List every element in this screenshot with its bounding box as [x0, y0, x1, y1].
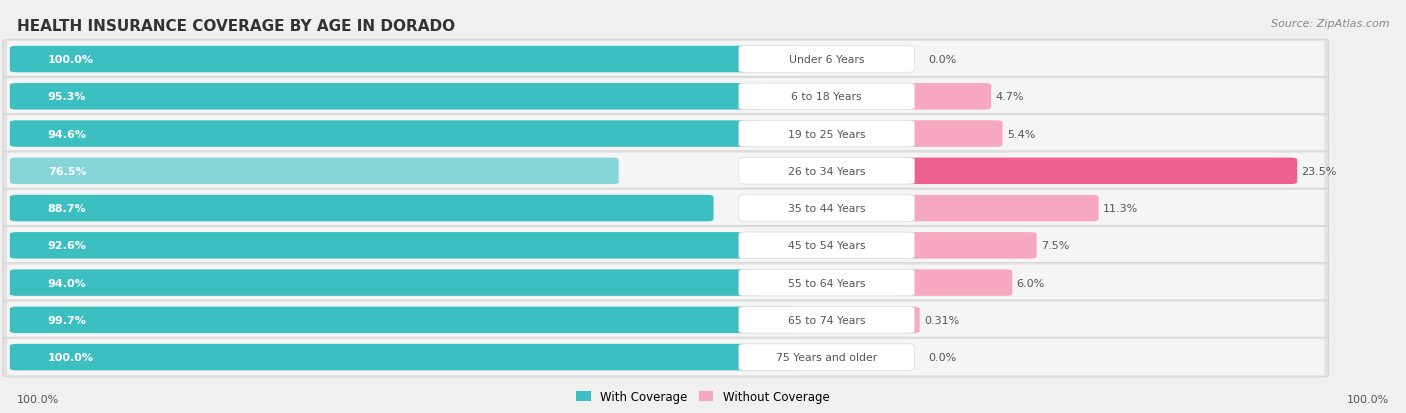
FancyBboxPatch shape — [10, 121, 759, 147]
FancyBboxPatch shape — [7, 42, 1324, 78]
FancyBboxPatch shape — [3, 189, 1329, 228]
FancyBboxPatch shape — [900, 195, 1098, 222]
FancyBboxPatch shape — [740, 84, 914, 110]
FancyBboxPatch shape — [900, 307, 920, 333]
FancyBboxPatch shape — [3, 263, 1329, 303]
FancyBboxPatch shape — [3, 300, 1329, 340]
FancyBboxPatch shape — [3, 40, 1329, 80]
Text: 11.3%: 11.3% — [1102, 204, 1137, 214]
FancyBboxPatch shape — [10, 233, 744, 259]
FancyBboxPatch shape — [10, 270, 755, 296]
FancyBboxPatch shape — [900, 84, 991, 110]
Text: 100.0%: 100.0% — [1347, 394, 1389, 404]
Text: 26 to 34 Years: 26 to 34 Years — [787, 166, 866, 176]
FancyBboxPatch shape — [10, 84, 765, 110]
Text: 94.0%: 94.0% — [48, 278, 87, 288]
Legend: With Coverage, Without Coverage: With Coverage, Without Coverage — [576, 390, 830, 403]
Text: 100.0%: 100.0% — [17, 394, 59, 404]
FancyBboxPatch shape — [10, 307, 799, 333]
FancyBboxPatch shape — [900, 158, 1298, 185]
Text: 100.0%: 100.0% — [48, 352, 94, 362]
FancyBboxPatch shape — [900, 121, 1002, 147]
FancyBboxPatch shape — [7, 302, 1324, 338]
FancyBboxPatch shape — [3, 114, 1329, 154]
FancyBboxPatch shape — [7, 79, 1324, 115]
FancyBboxPatch shape — [740, 158, 914, 185]
FancyBboxPatch shape — [740, 195, 914, 222]
Text: 0.0%: 0.0% — [929, 352, 957, 362]
Text: 35 to 44 Years: 35 to 44 Years — [787, 204, 866, 214]
Text: 55 to 64 Years: 55 to 64 Years — [787, 278, 866, 288]
Text: 19 to 25 Years: 19 to 25 Years — [787, 129, 866, 139]
FancyBboxPatch shape — [3, 152, 1329, 191]
FancyBboxPatch shape — [740, 47, 914, 73]
FancyBboxPatch shape — [3, 226, 1329, 266]
Text: 95.3%: 95.3% — [48, 92, 86, 102]
FancyBboxPatch shape — [7, 339, 1324, 375]
FancyBboxPatch shape — [900, 233, 1036, 259]
Text: 6.0%: 6.0% — [1017, 278, 1045, 288]
FancyBboxPatch shape — [7, 153, 1324, 190]
FancyBboxPatch shape — [740, 344, 914, 370]
Text: 45 to 54 Years: 45 to 54 Years — [787, 241, 866, 251]
Text: 88.7%: 88.7% — [48, 204, 86, 214]
FancyBboxPatch shape — [7, 116, 1324, 152]
Text: 4.7%: 4.7% — [995, 92, 1024, 102]
Text: 94.6%: 94.6% — [48, 129, 87, 139]
Text: 76.5%: 76.5% — [48, 166, 86, 176]
FancyBboxPatch shape — [740, 233, 914, 259]
FancyBboxPatch shape — [10, 47, 801, 73]
Text: 92.6%: 92.6% — [48, 241, 87, 251]
Text: 65 to 74 Years: 65 to 74 Years — [787, 315, 866, 325]
Text: 100.0%: 100.0% — [48, 55, 94, 65]
FancyBboxPatch shape — [740, 270, 914, 296]
FancyBboxPatch shape — [7, 190, 1324, 227]
Text: 0.31%: 0.31% — [924, 315, 959, 325]
FancyBboxPatch shape — [3, 77, 1329, 117]
Text: 7.5%: 7.5% — [1040, 241, 1070, 251]
Text: 99.7%: 99.7% — [48, 315, 87, 325]
FancyBboxPatch shape — [3, 337, 1329, 377]
FancyBboxPatch shape — [900, 270, 1012, 296]
FancyBboxPatch shape — [740, 121, 914, 147]
FancyBboxPatch shape — [7, 228, 1324, 264]
Text: HEALTH INSURANCE COVERAGE BY AGE IN DORADO: HEALTH INSURANCE COVERAGE BY AGE IN DORA… — [17, 19, 456, 33]
FancyBboxPatch shape — [740, 307, 914, 333]
Text: 5.4%: 5.4% — [1007, 129, 1035, 139]
FancyBboxPatch shape — [7, 265, 1324, 301]
Text: 0.0%: 0.0% — [929, 55, 957, 65]
Text: 23.5%: 23.5% — [1302, 166, 1337, 176]
FancyBboxPatch shape — [10, 195, 714, 222]
Text: 6 to 18 Years: 6 to 18 Years — [792, 92, 862, 102]
Text: Source: ZipAtlas.com: Source: ZipAtlas.com — [1271, 19, 1389, 28]
FancyBboxPatch shape — [10, 158, 619, 185]
FancyBboxPatch shape — [10, 344, 801, 370]
Text: 75 Years and older: 75 Years and older — [776, 352, 877, 362]
Text: Under 6 Years: Under 6 Years — [789, 55, 865, 65]
